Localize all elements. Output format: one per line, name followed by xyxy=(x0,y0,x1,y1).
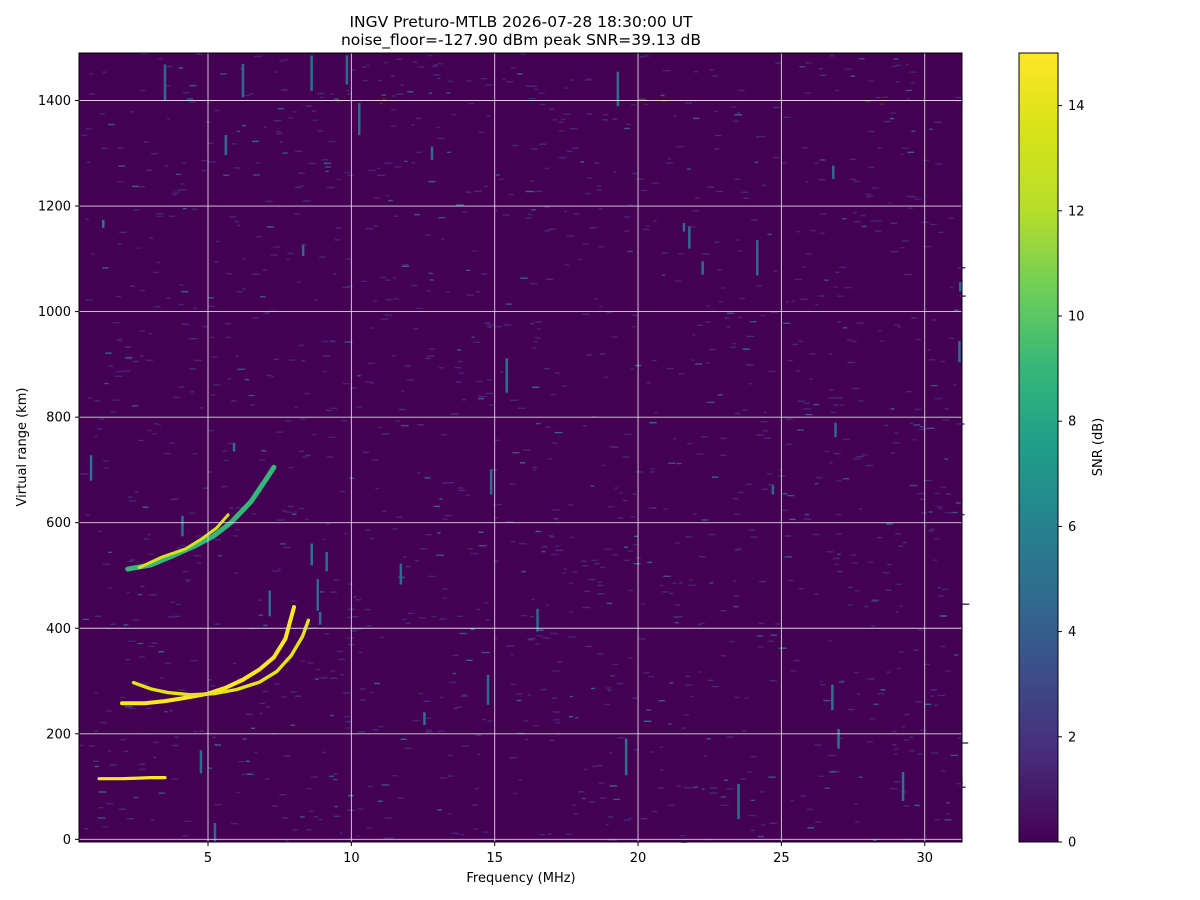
colorbar-tick-label: 10 xyxy=(1068,310,1085,325)
y-tick-label: 200 xyxy=(46,727,71,742)
echo-trace xyxy=(120,605,296,706)
colorbar-gradient xyxy=(1018,52,1059,843)
echo-trace xyxy=(131,618,311,697)
x-tick-label: 5 xyxy=(204,851,212,866)
grid-lines xyxy=(79,53,962,842)
colorbar: 0 2 4 6 8 10 12 14 SNR (dB) xyxy=(1018,52,1106,851)
colorbar-tick-label: 2 xyxy=(1068,730,1076,745)
colorbar-tick-label: 14 xyxy=(1068,99,1085,114)
x-tick-label: 10 xyxy=(343,851,360,866)
y-tick-label: 1200 xyxy=(38,200,71,215)
y-tick-label: 600 xyxy=(46,516,71,531)
x-axis: 5 10 15 20 25 30 xyxy=(204,842,933,866)
y-axis: 0 200 400 600 800 1000 1200 1400 xyxy=(38,94,79,848)
echo-trace xyxy=(97,776,167,781)
y-tick-label: 400 xyxy=(46,622,71,637)
chart-title: INGV Preturo-MTLB 2026-07-28 18:30:00 UT xyxy=(349,13,693,31)
colorbar-tick-label: 12 xyxy=(1068,204,1085,219)
y-tick-label: 800 xyxy=(46,411,71,426)
echo-trace xyxy=(125,464,277,572)
colorbar-label: SNR (dB) xyxy=(1091,418,1106,476)
x-tick-label: 25 xyxy=(773,851,790,866)
chart-subtitle: noise_floor=-127.90 dBm peak SNR=39.13 d… xyxy=(341,31,701,50)
echo-trace xyxy=(137,513,230,570)
x-tick-label: 30 xyxy=(916,851,933,866)
colorbar-tick-label: 4 xyxy=(1068,625,1076,640)
y-tick-label: 1400 xyxy=(38,94,71,109)
x-tick-label: 20 xyxy=(630,851,647,866)
colorbar-ticks: 0 2 4 6 8 10 12 14 xyxy=(1058,99,1085,851)
y-tick-label: 0 xyxy=(63,833,71,848)
plot-area xyxy=(78,52,970,843)
noise-texture xyxy=(79,53,970,843)
x-tick-label: 15 xyxy=(486,851,503,866)
y-axis-label: Virtual range (km) xyxy=(15,388,30,507)
y-tick-label: 1000 xyxy=(38,305,71,320)
colorbar-tick-label: 0 xyxy=(1068,836,1076,851)
plot-background xyxy=(79,53,962,842)
x-axis-label: Frequency (MHz) xyxy=(466,871,575,886)
colorbar-tick-label: 8 xyxy=(1068,415,1076,430)
colorbar-tick-label: 6 xyxy=(1068,520,1076,535)
plot-frame xyxy=(78,52,963,843)
